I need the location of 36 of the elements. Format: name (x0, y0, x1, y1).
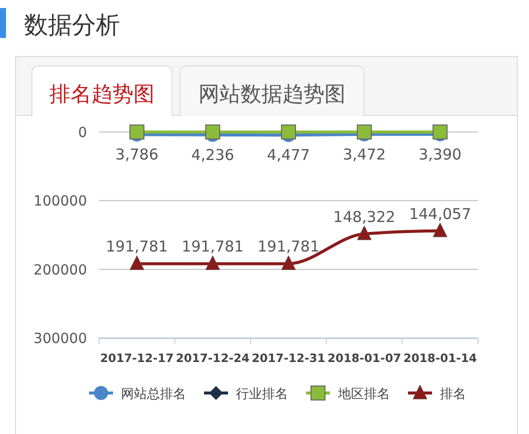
data-label: 4,477 (267, 146, 310, 164)
point (432, 222, 448, 238)
point (357, 226, 372, 240)
point (129, 124, 144, 140)
x-tick-label: 2017-12-31 (252, 351, 326, 365)
x-tick-label: 2018-01-07 (328, 351, 402, 365)
data-label: 3,472 (342, 145, 386, 164)
data-label: 144,057 (409, 204, 472, 223)
y-tick-label: 300000 (34, 331, 87, 347)
data-label: 4,236 (191, 146, 234, 164)
point (281, 124, 296, 140)
y-tick-label: 200000 (34, 262, 87, 278)
point (205, 124, 220, 140)
x-tick-label: 2017-12-17 (100, 351, 174, 365)
point (281, 255, 296, 270)
y-tick-label: 100000 (34, 194, 87, 210)
data-label: 191,781 (257, 238, 320, 256)
data-label: 3,786 (115, 146, 158, 164)
point (356, 124, 372, 140)
chart-title: 数据分析 (24, 11, 120, 39)
point (205, 255, 220, 270)
legend-label: 地区排名 (337, 387, 390, 402)
legend-label: 排名 (440, 387, 466, 402)
x-tick-label: 2018-01-14 (403, 351, 477, 365)
data-label: 191,781 (182, 238, 244, 256)
chart-subtitle: 排名趋势图 (50, 82, 154, 106)
point (130, 255, 144, 270)
data-label: 191,781 (106, 238, 168, 256)
data-label: 3,390 (418, 145, 462, 164)
x-tick-label: 2017-12-24 (176, 351, 250, 365)
y-tick-label: 0 (78, 125, 87, 141)
point (432, 124, 448, 140)
legend-label: 行业排名 (236, 387, 288, 402)
legend-label: 网站总排名 (121, 387, 186, 402)
data-label: 148,322 (333, 208, 396, 226)
text: 网站数据趋势图 (198, 82, 346, 106)
